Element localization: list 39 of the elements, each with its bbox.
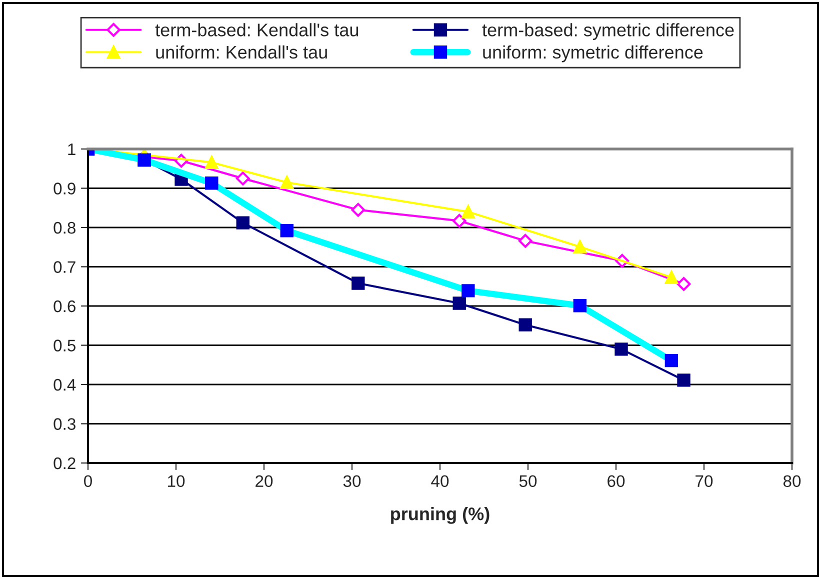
x-tick-label: 40 bbox=[431, 475, 449, 488]
point bbox=[236, 172, 250, 186]
x-tick-label: 0 bbox=[84, 475, 92, 488]
point bbox=[452, 214, 466, 228]
y-tick-label: 0.4 bbox=[54, 378, 76, 391]
point bbox=[280, 176, 294, 189]
point bbox=[452, 296, 466, 310]
point bbox=[352, 276, 365, 290]
y-tick-label: 0.6 bbox=[54, 300, 76, 312]
y-tick-label: 0.9 bbox=[54, 182, 76, 194]
x-tick-label: 80 bbox=[783, 475, 801, 488]
point bbox=[518, 318, 532, 332]
legend-label: term-based: symetric difference bbox=[482, 23, 734, 40]
legend-label: term-based: Kendall's tau bbox=[155, 23, 358, 36]
y-tick-label: 0.5 bbox=[54, 340, 76, 352]
point bbox=[462, 205, 475, 218]
point bbox=[677, 374, 690, 387]
y-tick-label: 0.2 bbox=[54, 457, 76, 470]
x-tick-label: 70 bbox=[696, 475, 713, 488]
point bbox=[518, 234, 532, 248]
x-tick-label: 10 bbox=[168, 475, 185, 488]
point bbox=[351, 202, 366, 217]
y-tick-label: 0.8 bbox=[54, 222, 76, 234]
y-tick-label: 0.7 bbox=[54, 261, 76, 273]
legend-label: uniform: Kendall's tau bbox=[156, 45, 327, 59]
point bbox=[205, 156, 218, 169]
y-tick-label: 0.3 bbox=[54, 418, 76, 430]
point bbox=[573, 240, 587, 254]
point bbox=[676, 277, 691, 291]
x-tick-label: 20 bbox=[256, 475, 273, 488]
point bbox=[236, 216, 250, 230]
x-tick-label: 50 bbox=[519, 475, 537, 488]
x-tick-label: 60 bbox=[608, 475, 625, 488]
legend-label: uniform: symetric difference bbox=[483, 45, 703, 62]
point bbox=[614, 342, 628, 356]
x-tick-label: 30 bbox=[343, 475, 361, 488]
y-tick-label: 1 bbox=[68, 144, 76, 156]
x-axis-title: pruning (%) bbox=[391, 507, 490, 524]
point bbox=[664, 270, 678, 284]
